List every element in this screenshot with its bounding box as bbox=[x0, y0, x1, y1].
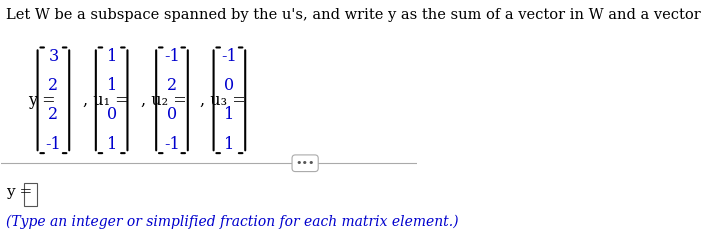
Text: (Type an integer or simplified fraction for each matrix element.): (Type an integer or simplified fraction … bbox=[6, 215, 458, 229]
Text: •••: ••• bbox=[296, 158, 315, 168]
Text: 1: 1 bbox=[107, 48, 117, 65]
Text: , u₂ =: , u₂ = bbox=[141, 92, 187, 109]
Text: 1: 1 bbox=[224, 106, 234, 123]
Text: -1: -1 bbox=[46, 136, 61, 153]
Text: 1: 1 bbox=[107, 77, 117, 94]
Text: 0: 0 bbox=[225, 77, 234, 94]
Text: -1: -1 bbox=[164, 136, 180, 153]
Text: , u₃ =: , u₃ = bbox=[200, 92, 246, 109]
Text: 2: 2 bbox=[48, 77, 58, 94]
Text: -1: -1 bbox=[222, 48, 237, 65]
Text: 3: 3 bbox=[48, 48, 58, 65]
Text: 1: 1 bbox=[107, 136, 117, 153]
Text: 0: 0 bbox=[107, 106, 117, 123]
FancyBboxPatch shape bbox=[25, 183, 37, 206]
Text: y =: y = bbox=[6, 185, 32, 199]
Text: 2: 2 bbox=[167, 77, 177, 94]
Text: y =: y = bbox=[29, 92, 56, 109]
Text: Let W be a subspace spanned by the u's, and write y as the sum of a vector in W : Let W be a subspace spanned by the u's, … bbox=[6, 8, 702, 22]
Text: -1: -1 bbox=[164, 48, 180, 65]
Text: 1: 1 bbox=[224, 136, 234, 153]
Text: , u₁ =: , u₁ = bbox=[83, 92, 128, 109]
Text: 2: 2 bbox=[48, 106, 58, 123]
Text: 0: 0 bbox=[167, 106, 177, 123]
